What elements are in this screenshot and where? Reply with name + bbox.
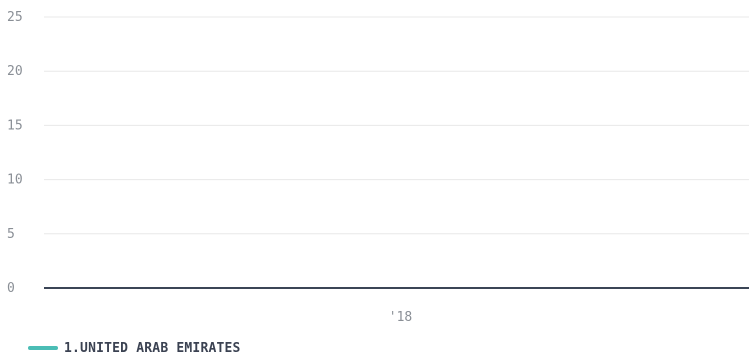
y-tick-label: 5 xyxy=(7,227,15,242)
legend-swatch xyxy=(28,346,58,350)
y-axis-ticks: 0 5 10 15 20 25 xyxy=(7,10,23,296)
legend: 1.UNITED ARAB EMIRATES xyxy=(28,339,241,357)
y-tick-label: 10 xyxy=(7,173,23,188)
x-tick-label: '18 xyxy=(389,310,412,325)
legend-label-united-arab-emirates: 1.UNITED ARAB EMIRATES xyxy=(64,340,241,356)
x-axis-ticks: '18 xyxy=(389,310,412,325)
gridlines xyxy=(44,16,749,235)
y-tick-label: 25 xyxy=(7,10,23,25)
y-tick-label: 0 xyxy=(7,281,15,296)
y-tick-label: 15 xyxy=(7,118,23,133)
y-tick-label: 20 xyxy=(7,64,23,79)
